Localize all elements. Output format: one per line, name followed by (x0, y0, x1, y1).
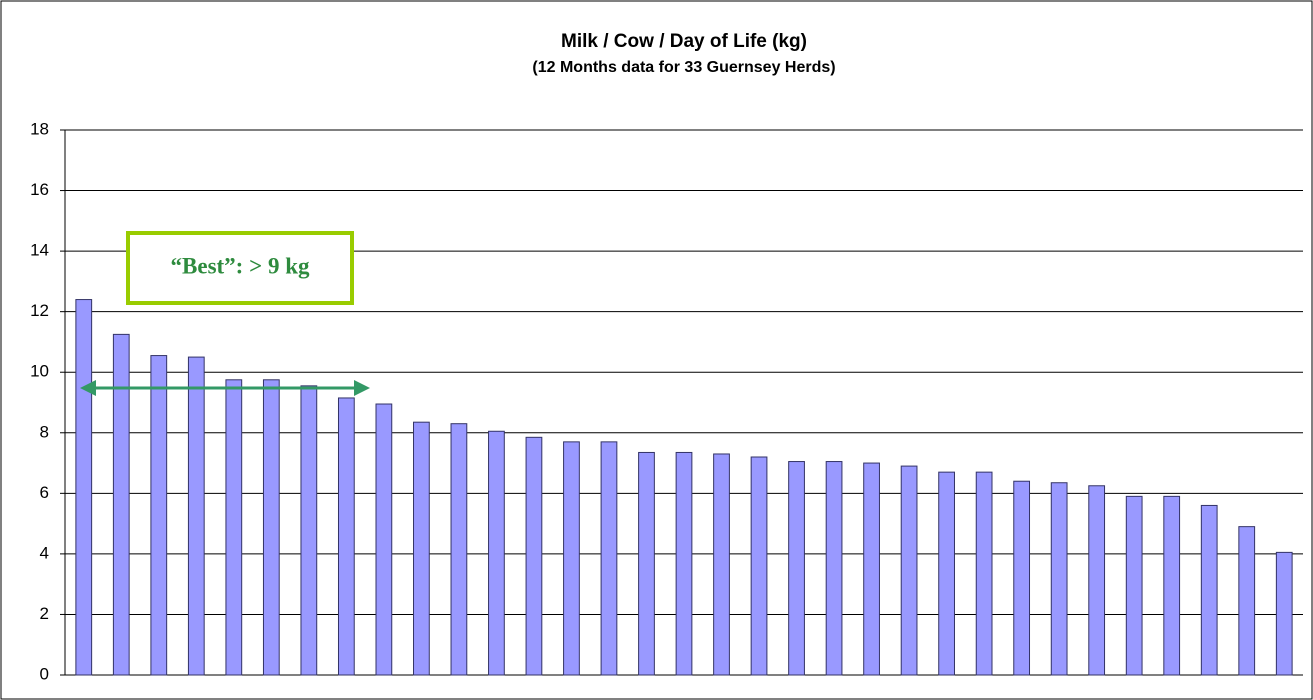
bar (1238, 526, 1256, 676)
chart-subtitle: (12 Months data for 33 Guernsey Herds) (532, 59, 835, 76)
arrow-head (354, 380, 370, 396)
bar (713, 453, 730, 676)
bar (675, 451, 693, 676)
bar (525, 436, 543, 676)
bar (450, 423, 468, 676)
bar (413, 421, 430, 676)
bar (750, 456, 768, 676)
bar (1125, 495, 1143, 676)
bar (825, 461, 843, 676)
bar (975, 471, 993, 676)
bar (112, 333, 130, 676)
bar (938, 471, 955, 676)
arrow-head (80, 380, 96, 396)
bar (75, 299, 93, 676)
bar (1050, 482, 1068, 676)
bar (225, 379, 243, 676)
bar (262, 379, 280, 676)
bar (488, 430, 505, 676)
y-tick-label: 14 (30, 241, 49, 260)
bar (150, 355, 168, 676)
annotation: “Best”: > 9 kg (126, 231, 354, 305)
range-arrow (80, 380, 370, 396)
bar (1013, 480, 1031, 676)
bar (600, 441, 618, 676)
bar (300, 385, 318, 676)
y-tick-label: 0 (40, 664, 49, 683)
plot-area: 0 2 4 6 8 10 12 14 16 18 (30, 119, 1303, 683)
y-tick-label: 4 (40, 543, 49, 562)
bar (337, 397, 355, 676)
bar (187, 356, 205, 676)
bar (863, 462, 880, 676)
bar (788, 461, 805, 676)
y-tick-label: 8 (40, 422, 49, 441)
y-tick-label: 10 (30, 362, 49, 381)
bar (563, 441, 580, 676)
y-tick-label: 18 (30, 119, 49, 138)
y-tick-label: 12 (30, 301, 49, 320)
annotation-text: “Best”: > 9 kg (171, 253, 310, 278)
bar (1088, 485, 1106, 676)
y-tick-label: 2 (40, 604, 49, 623)
bar (1200, 504, 1218, 676)
chart-title: Milk / Cow / Day of Life (kg) (561, 31, 807, 52)
bar (638, 451, 655, 676)
bar (1275, 551, 1293, 676)
y-tick-label: 6 (40, 483, 49, 502)
y-tick-label: 16 (30, 180, 49, 199)
bar (1163, 495, 1181, 676)
bar (900, 465, 918, 676)
annotation-box (126, 231, 354, 305)
bar (375, 403, 393, 676)
